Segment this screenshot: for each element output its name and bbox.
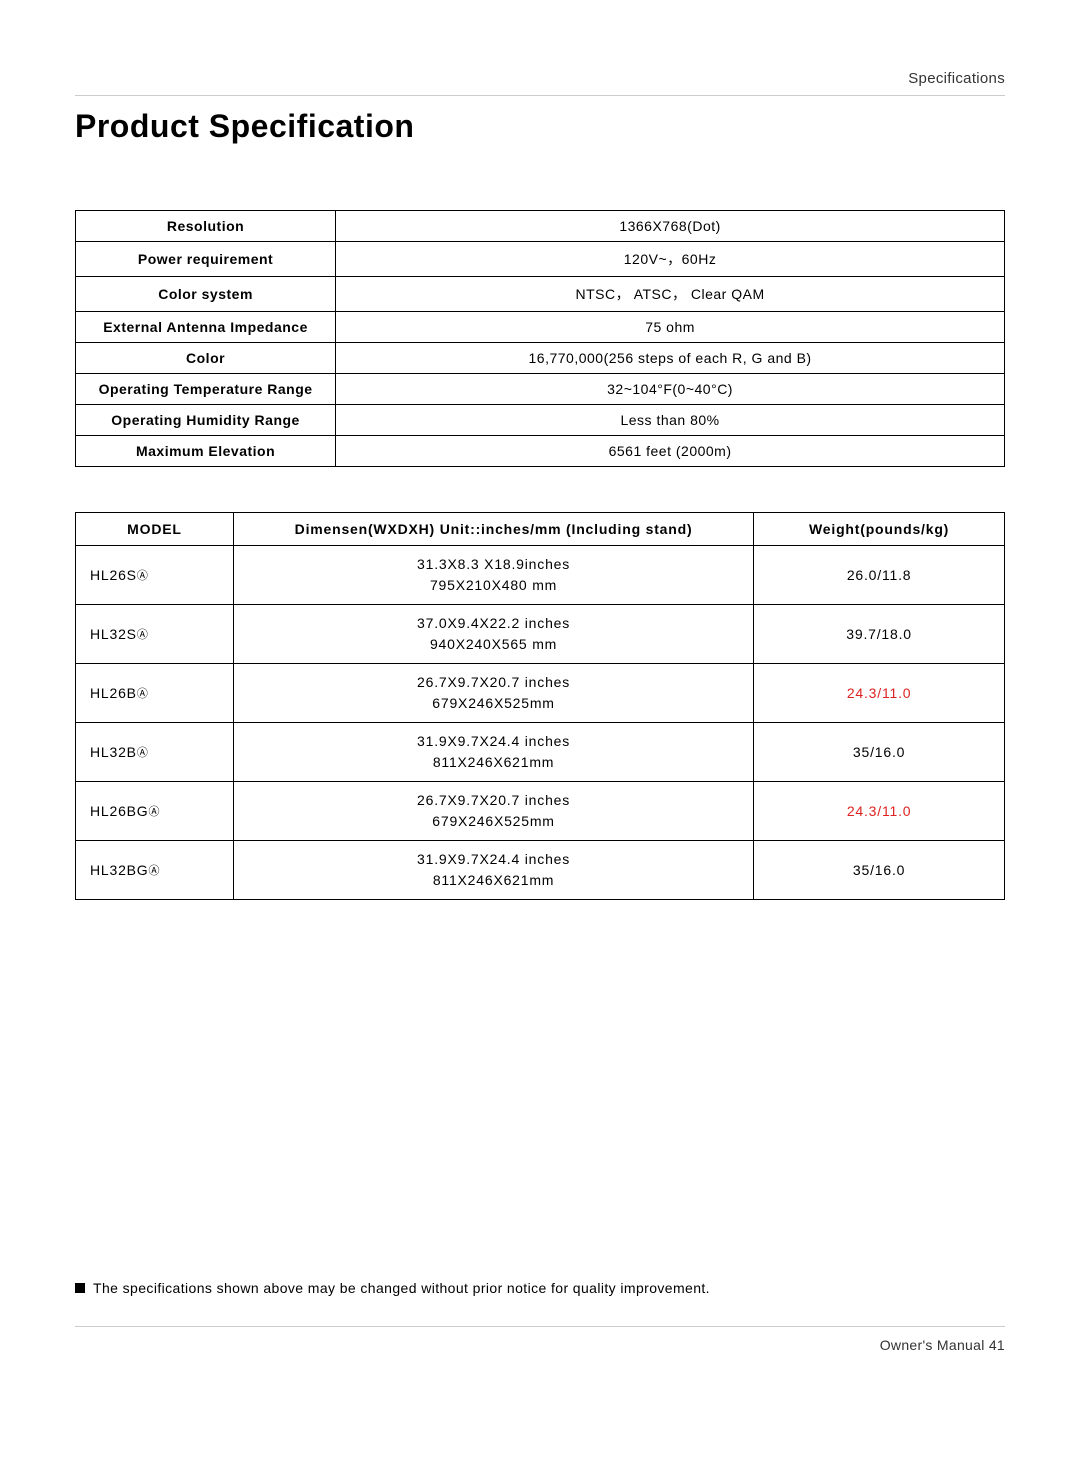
- spec-label-cell: Operating Humidity Range: [76, 405, 336, 436]
- weight-cell: 35/16.0: [754, 841, 1005, 900]
- table-row: HL26SⒶ31.3X8.3 X18.9inches795X210X480 mm…: [76, 546, 1005, 605]
- model-table-header-row: MODEL Dimensen(WXDXH) Unit::inches/mm (I…: [76, 513, 1005, 546]
- table-row: HL32BGⒶ31.9X9.7X24.4 inches811X246X621mm…: [76, 841, 1005, 900]
- table-row: Operating Humidity RangeLess than 80%: [76, 405, 1005, 436]
- model-cell: HL32BGⒶ: [76, 841, 234, 900]
- model-header: MODEL: [76, 513, 234, 546]
- spec-label-cell: Color: [76, 343, 336, 374]
- header-section-label: Specifications: [75, 70, 1005, 87]
- table-row: Maximum Elevation6561 feet (2000m): [76, 436, 1005, 467]
- spec-label-cell: Power requirement: [76, 242, 336, 277]
- weight-cell: 26.0/11.8: [754, 546, 1005, 605]
- table-row: Color16,770,000(256 steps of each R, G a…: [76, 343, 1005, 374]
- weight-cell: 39.7/18.0: [754, 605, 1005, 664]
- model-cell: HL32SⒶ: [76, 605, 234, 664]
- weight-cell: 24.3/11.0: [754, 664, 1005, 723]
- spec-label-cell: Color system: [76, 277, 336, 312]
- dim-cell: 26.7X9.7X20.7 inches679X246X525mm: [233, 664, 753, 723]
- dim-cell: 26.7X9.7X20.7 inches679X246X525mm: [233, 782, 753, 841]
- bottom-divider: [75, 1326, 1005, 1327]
- disclaimer-square-icon: [75, 1283, 85, 1293]
- model-table-body: HL26SⒶ31.3X8.3 X18.9inches795X210X480 mm…: [76, 546, 1005, 900]
- table-row: HL32BⒶ31.9X9.7X24.4 inches811X246X621mm3…: [76, 723, 1005, 782]
- spec-table: Resolution1366X768(Dot)Power requirement…: [75, 210, 1005, 467]
- table-row: HL32SⒶ37.0X9.4X22.2 inches940X240X565 mm…: [76, 605, 1005, 664]
- spec-value-cell: 16,770,000(256 steps of each R, G and B): [336, 343, 1005, 374]
- spec-value-cell: 120V~，60Hz: [336, 242, 1005, 277]
- spec-value-cell: 1366X768(Dot): [336, 211, 1005, 242]
- circle-a-icon: Ⓐ: [137, 626, 149, 642]
- table-row: Color systemNTSC， ATSC， Clear QAM: [76, 277, 1005, 312]
- model-cell: HL26BⒶ: [76, 664, 234, 723]
- weight-cell: 35/16.0: [754, 723, 1005, 782]
- spec-table-body: Resolution1366X768(Dot)Power requirement…: [76, 211, 1005, 467]
- circle-a-icon: Ⓐ: [137, 744, 149, 760]
- spec-label-cell: Operating Temperature Range: [76, 374, 336, 405]
- spec-value-cell: Less than 80%: [336, 405, 1005, 436]
- spec-label-cell: Maximum Elevation: [76, 436, 336, 467]
- spec-value-cell: 32~104°F(0~40°C): [336, 374, 1005, 405]
- circle-a-icon: Ⓐ: [149, 803, 161, 819]
- dim-cell: 31.3X8.3 X18.9inches795X210X480 mm: [233, 546, 753, 605]
- dim-cell: 37.0X9.4X22.2 inches940X240X565 mm: [233, 605, 753, 664]
- disclaimer-content: The specifications shown above may be ch…: [93, 1280, 710, 1296]
- spec-value-cell: 6561 feet (2000m): [336, 436, 1005, 467]
- model-cell: HL26SⒶ: [76, 546, 234, 605]
- circle-a-icon: Ⓐ: [137, 685, 149, 701]
- table-row: HL26BⒶ26.7X9.7X20.7 inches679X246X525mm2…: [76, 664, 1005, 723]
- spec-label-cell: Resolution: [76, 211, 336, 242]
- circle-a-icon: Ⓐ: [137, 567, 149, 583]
- disclaimer-text: The specifications shown above may be ch…: [75, 1280, 1005, 1296]
- table-row: External Antenna Impedance75 ohm: [76, 312, 1005, 343]
- spec-value-cell: 75 ohm: [336, 312, 1005, 343]
- model-table: MODEL Dimensen(WXDXH) Unit::inches/mm (I…: [75, 512, 1005, 900]
- table-row: Power requirement120V~，60Hz: [76, 242, 1005, 277]
- footer-text: Owner's Manual 41: [75, 1337, 1005, 1353]
- weight-header: Weight(pounds/kg): [754, 513, 1005, 546]
- circle-a-icon: Ⓐ: [149, 862, 161, 878]
- table-row: Operating Temperature Range32~104°F(0~40…: [76, 374, 1005, 405]
- dim-header: Dimensen(WXDXH) Unit::inches/mm (Includi…: [233, 513, 753, 546]
- table-row: Resolution1366X768(Dot): [76, 211, 1005, 242]
- weight-cell: 24.3/11.0: [754, 782, 1005, 841]
- top-divider: [75, 95, 1005, 96]
- table-row: HL26BGⒶ26.7X9.7X20.7 inches679X246X525mm…: [76, 782, 1005, 841]
- spec-value-cell: NTSC， ATSC， Clear QAM: [336, 277, 1005, 312]
- dim-cell: 31.9X9.7X24.4 inches811X246X621mm: [233, 841, 753, 900]
- dim-cell: 31.9X9.7X24.4 inches811X246X621mm: [233, 723, 753, 782]
- page-title: Product Specification: [75, 108, 1005, 145]
- page-container: Specifications Product Specification Res…: [0, 0, 1080, 1393]
- model-cell: HL26BGⒶ: [76, 782, 234, 841]
- spec-label-cell: External Antenna Impedance: [76, 312, 336, 343]
- model-cell: HL32BⒶ: [76, 723, 234, 782]
